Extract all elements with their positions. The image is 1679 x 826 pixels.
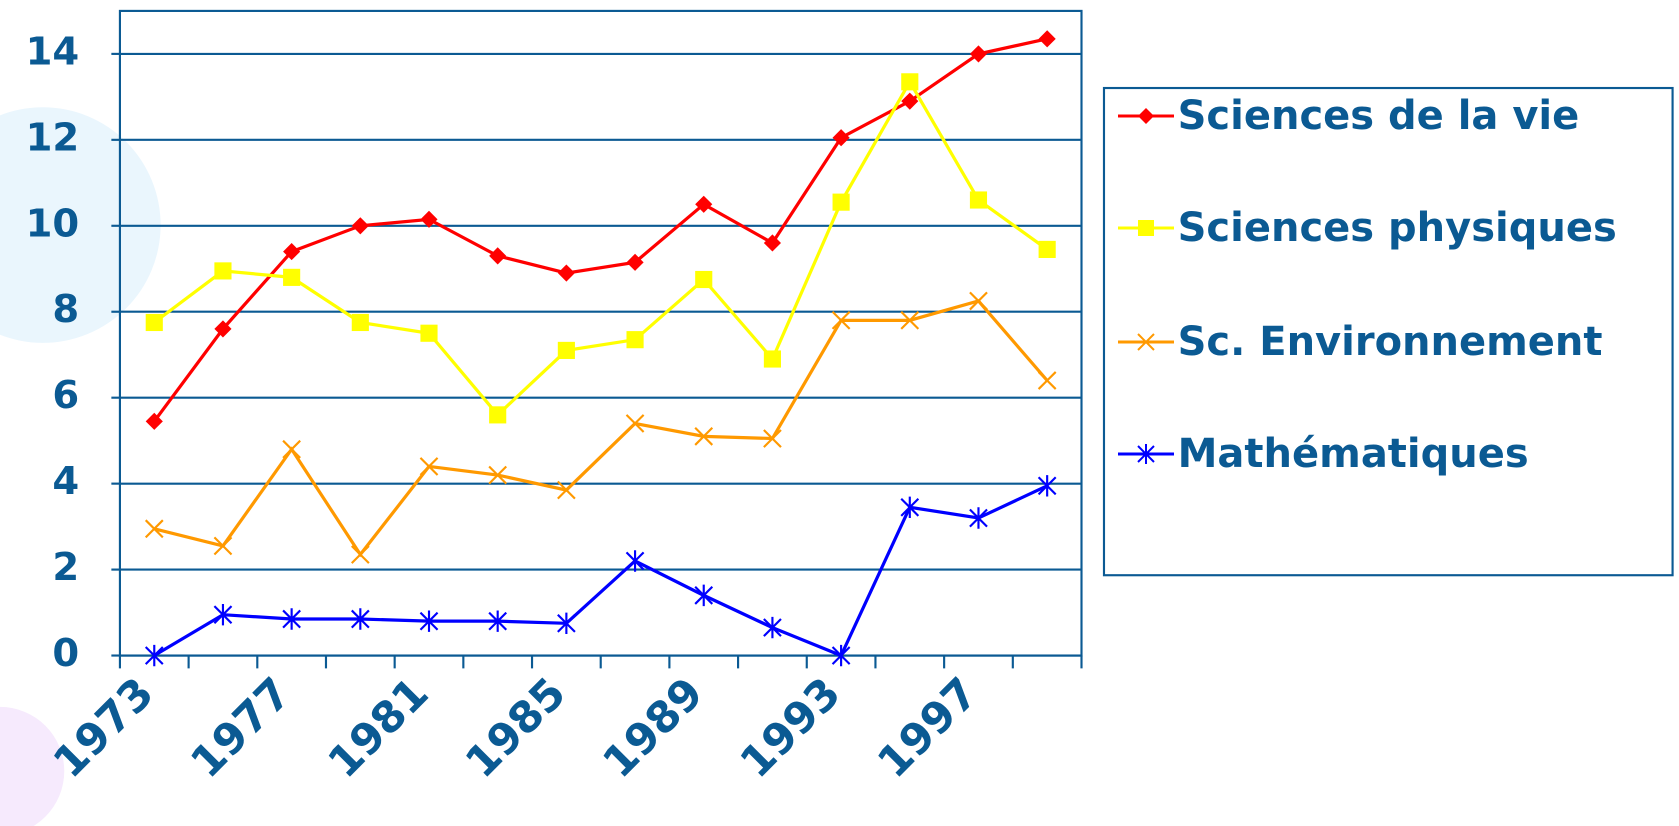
point xyxy=(350,545,370,564)
legend-entry: Sciences physiques xyxy=(1114,202,1618,254)
y-tick-label: 2 xyxy=(52,545,79,590)
legend-entry: Mathématiques xyxy=(1114,428,1618,480)
point xyxy=(282,439,301,459)
series xyxy=(145,30,1056,430)
point xyxy=(763,350,781,368)
x-tick-label: 1997 xyxy=(868,668,988,788)
point xyxy=(1137,108,1154,124)
point xyxy=(763,429,782,448)
point xyxy=(1037,371,1057,390)
x-tick-label: 1993 xyxy=(731,668,851,788)
point xyxy=(831,644,851,667)
legend-label: Sc. Environnement xyxy=(1177,319,1603,365)
point xyxy=(901,73,919,91)
point xyxy=(213,604,233,626)
point xyxy=(969,191,988,209)
y-tick-label: 4 xyxy=(52,459,79,504)
point xyxy=(214,262,232,280)
point xyxy=(1037,475,1057,497)
legend-entry: Sciences de la vie xyxy=(1114,90,1618,142)
legend-label: Mathématiques xyxy=(1177,431,1529,477)
point xyxy=(145,313,163,332)
point xyxy=(145,412,163,430)
point xyxy=(283,243,301,261)
point xyxy=(557,612,576,635)
series xyxy=(145,73,1056,424)
point xyxy=(144,644,164,667)
point xyxy=(1136,333,1155,351)
point xyxy=(1038,240,1056,258)
series-line xyxy=(152,37,1048,423)
legend-icon xyxy=(1117,108,1174,124)
point xyxy=(419,610,439,632)
point xyxy=(488,465,508,485)
series-line xyxy=(153,299,1049,558)
point xyxy=(489,406,507,424)
point xyxy=(214,320,232,338)
point xyxy=(900,496,920,518)
point xyxy=(1038,30,1056,48)
y-tick-label: 12 xyxy=(26,115,80,160)
x-tick-label: 1981 xyxy=(319,668,439,788)
point xyxy=(832,129,850,147)
point xyxy=(1137,220,1154,236)
legend-label: Sciences de la vie xyxy=(1177,93,1580,139)
point xyxy=(626,331,644,349)
background-decoration xyxy=(0,706,65,826)
point xyxy=(969,291,988,311)
x-tick-label: 1973 xyxy=(44,668,164,788)
series xyxy=(144,475,1057,667)
point xyxy=(557,264,575,282)
x-tick-label: 1985 xyxy=(456,668,576,788)
point xyxy=(557,341,575,359)
point xyxy=(213,536,233,556)
point xyxy=(351,217,369,235)
y-tick-label: 8 xyxy=(52,287,79,332)
point xyxy=(419,457,439,476)
legend-entry: Sc. Environnement xyxy=(1114,316,1618,368)
legend-icon xyxy=(1117,444,1174,464)
legend-box xyxy=(1102,86,1674,577)
series-line xyxy=(153,484,1048,658)
point xyxy=(557,480,576,500)
plot-area xyxy=(118,9,1083,657)
series xyxy=(144,291,1057,564)
x-tick-label: 1977 xyxy=(181,668,301,788)
point xyxy=(420,210,438,228)
point xyxy=(625,550,645,572)
point xyxy=(489,247,507,265)
point xyxy=(350,608,370,630)
point xyxy=(694,427,714,446)
point xyxy=(694,584,714,607)
y-tick-label: 14 xyxy=(26,29,80,74)
point xyxy=(831,311,851,330)
point xyxy=(695,270,713,289)
legend-icon xyxy=(1117,220,1174,236)
point xyxy=(420,324,438,342)
point xyxy=(283,268,301,286)
point xyxy=(695,195,713,213)
point xyxy=(900,311,920,330)
point xyxy=(488,610,508,632)
series-line xyxy=(153,78,1049,418)
point xyxy=(969,507,988,529)
point xyxy=(144,519,164,539)
point xyxy=(351,313,369,332)
point xyxy=(282,608,301,630)
y-tick-label: 6 xyxy=(52,373,79,418)
point xyxy=(832,193,850,211)
y-tick-label: 10 xyxy=(26,201,80,246)
point xyxy=(625,414,645,433)
y-tick-label: 0 xyxy=(52,631,79,676)
legend-label: Sciences physiques xyxy=(1177,205,1617,251)
point xyxy=(763,616,782,639)
point xyxy=(763,234,781,252)
legend-icon xyxy=(1117,333,1174,351)
x-tick-label: 1989 xyxy=(594,668,714,788)
point xyxy=(1136,444,1155,464)
